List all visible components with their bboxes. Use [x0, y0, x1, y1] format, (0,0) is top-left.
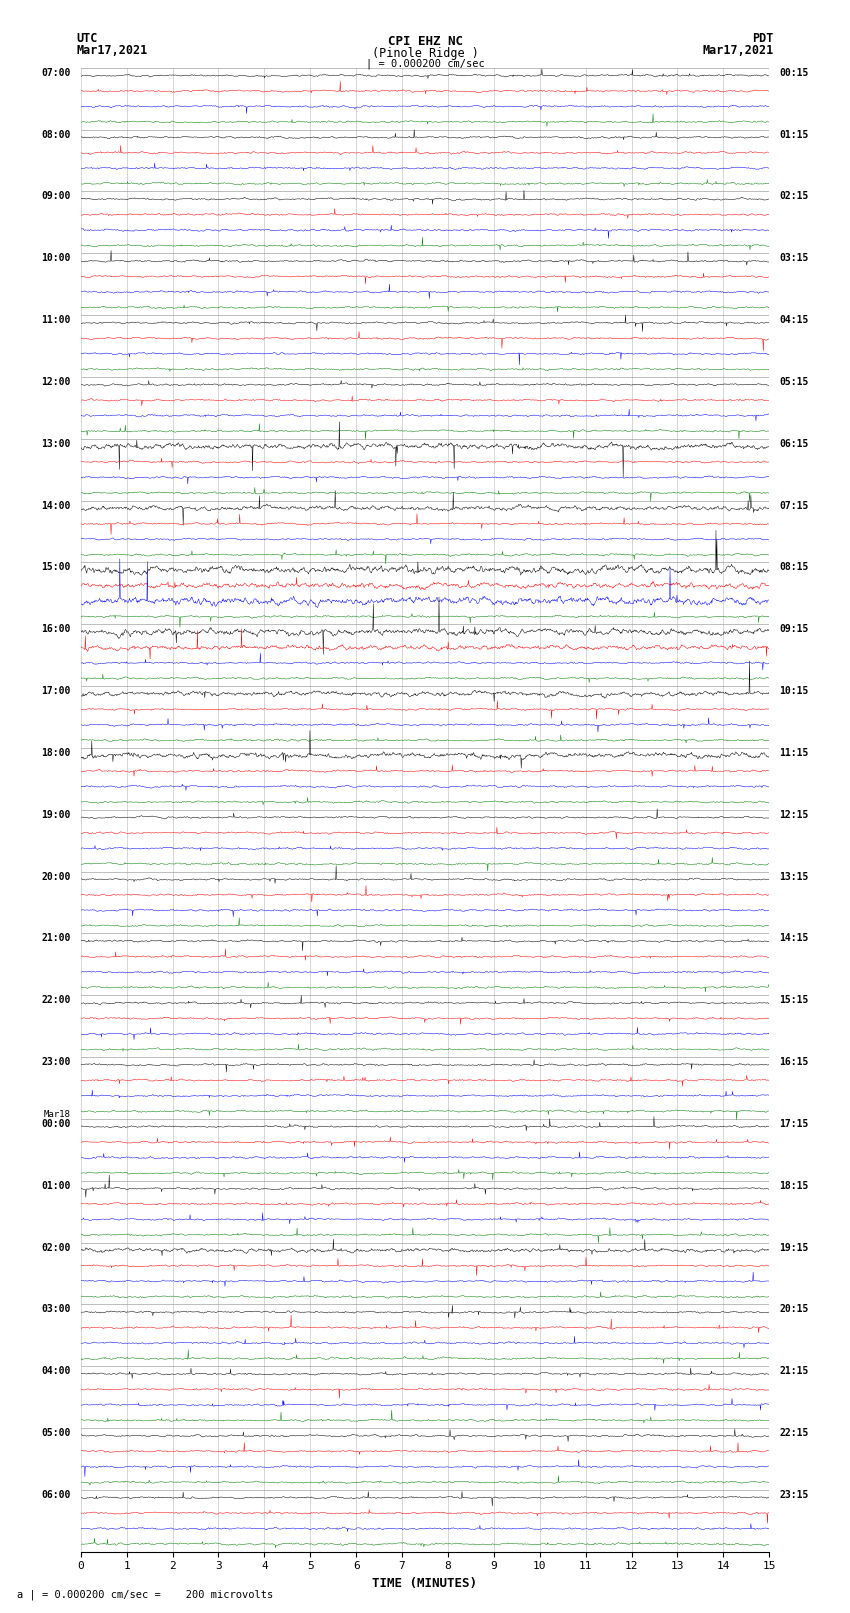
Text: 06:00: 06:00	[41, 1490, 71, 1500]
Text: 15:15: 15:15	[779, 995, 809, 1005]
Text: 01:15: 01:15	[779, 129, 809, 140]
X-axis label: TIME (MINUTES): TIME (MINUTES)	[372, 1578, 478, 1590]
Text: 22:00: 22:00	[41, 995, 71, 1005]
Text: 12:15: 12:15	[779, 810, 809, 819]
Text: 23:00: 23:00	[41, 1057, 71, 1068]
Text: 04:00: 04:00	[41, 1366, 71, 1376]
Text: 09:15: 09:15	[779, 624, 809, 634]
Text: 03:00: 03:00	[41, 1305, 71, 1315]
Text: 11:15: 11:15	[779, 748, 809, 758]
Text: 12:00: 12:00	[41, 377, 71, 387]
Text: UTC: UTC	[76, 32, 98, 45]
Text: 04:15: 04:15	[779, 315, 809, 326]
Text: 23:15: 23:15	[779, 1490, 809, 1500]
Text: 00:00: 00:00	[41, 1119, 71, 1129]
Text: PDT: PDT	[752, 32, 774, 45]
Text: 16:15: 16:15	[779, 1057, 809, 1068]
Text: Mar17,2021: Mar17,2021	[702, 44, 774, 56]
Text: 19:00: 19:00	[41, 810, 71, 819]
Text: 11:00: 11:00	[41, 315, 71, 326]
Text: 14:15: 14:15	[779, 934, 809, 944]
Text: 20:15: 20:15	[779, 1305, 809, 1315]
Text: | = 0.000200 cm/sec: | = 0.000200 cm/sec	[366, 58, 484, 69]
Text: 22:15: 22:15	[779, 1428, 809, 1439]
Text: 18:00: 18:00	[41, 748, 71, 758]
Text: 14:00: 14:00	[41, 500, 71, 511]
Text: 09:00: 09:00	[41, 192, 71, 202]
Text: a | = 0.000200 cm/sec =    200 microvolts: a | = 0.000200 cm/sec = 200 microvolts	[17, 1589, 273, 1600]
Text: 02:00: 02:00	[41, 1242, 71, 1253]
Text: 10:00: 10:00	[41, 253, 71, 263]
Text: Mar17,2021: Mar17,2021	[76, 44, 148, 56]
Text: 01:00: 01:00	[41, 1181, 71, 1190]
Text: 15:00: 15:00	[41, 563, 71, 573]
Text: 21:00: 21:00	[41, 934, 71, 944]
Text: 06:15: 06:15	[779, 439, 809, 448]
Text: 07:00: 07:00	[41, 68, 71, 77]
Text: 05:15: 05:15	[779, 377, 809, 387]
Text: Mar18: Mar18	[43, 1110, 71, 1118]
Text: 16:00: 16:00	[41, 624, 71, 634]
Text: (Pinole Ridge ): (Pinole Ridge )	[371, 47, 479, 60]
Text: 03:15: 03:15	[779, 253, 809, 263]
Text: 19:15: 19:15	[779, 1242, 809, 1253]
Text: 00:15: 00:15	[779, 68, 809, 77]
Text: 21:15: 21:15	[779, 1366, 809, 1376]
Text: 17:00: 17:00	[41, 686, 71, 697]
Text: 08:15: 08:15	[779, 563, 809, 573]
Text: 17:15: 17:15	[779, 1119, 809, 1129]
Text: 02:15: 02:15	[779, 192, 809, 202]
Text: 18:15: 18:15	[779, 1181, 809, 1190]
Text: 13:00: 13:00	[41, 439, 71, 448]
Text: 07:15: 07:15	[779, 500, 809, 511]
Text: 10:15: 10:15	[779, 686, 809, 697]
Text: CPI EHZ NC: CPI EHZ NC	[388, 35, 462, 48]
Text: 13:15: 13:15	[779, 871, 809, 882]
Text: 08:00: 08:00	[41, 129, 71, 140]
Text: 20:00: 20:00	[41, 871, 71, 882]
Text: 05:00: 05:00	[41, 1428, 71, 1439]
